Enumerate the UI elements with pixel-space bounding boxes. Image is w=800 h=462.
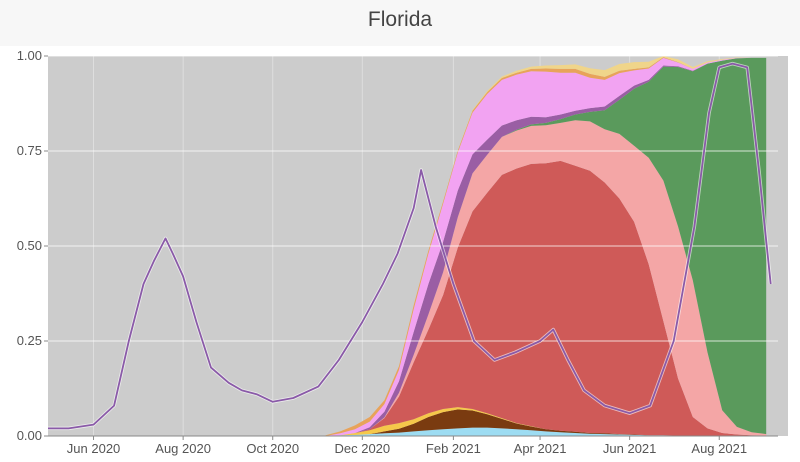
x-tick-label: Aug 2021: [691, 441, 747, 456]
chart-title: Florida: [367, 8, 433, 31]
area-series: [325, 409, 767, 436]
y-tick-label: 0.75: [17, 143, 42, 158]
y-tick-label: 0.25: [17, 333, 42, 348]
x-tick-label: Jun 2020: [67, 441, 121, 456]
y-tick-label: 0.00: [17, 428, 42, 443]
area-series: [325, 427, 767, 436]
stacked-areas: [325, 56, 767, 437]
x-tick-label: Jun 2021: [603, 441, 657, 456]
area-series: [325, 407, 767, 436]
y-axis: 0.00 0.25 0.50 0.75 1.00: [17, 48, 48, 443]
y-tick-label: 0.50: [17, 238, 42, 253]
chart: 0.00 0.25 0.50 0.75 1.00 Jun 2020 Aug 2020 Oct…: [17, 48, 788, 456]
x-tick-label: Aug 2020: [155, 441, 211, 456]
chart-header: Florida: [0, 0, 800, 46]
x-tick-label: Apr 2021: [514, 441, 567, 456]
x-tick-label: Oct 2020: [246, 441, 299, 456]
x-tick-label: Dec 2020: [334, 441, 390, 456]
trend-line: [48, 62, 772, 430]
area-series: [325, 160, 767, 436]
y-tick-label: 1.00: [17, 48, 42, 63]
trend-line-group: [48, 61, 773, 431]
area-series: [325, 120, 767, 436]
x-tick-label: Feb 2021: [426, 441, 481, 456]
area-series: [325, 57, 767, 437]
x-axis: Jun 2020 Aug 2020 Oct 2020 Dec 2020 Feb 2021…: [48, 435, 778, 456]
